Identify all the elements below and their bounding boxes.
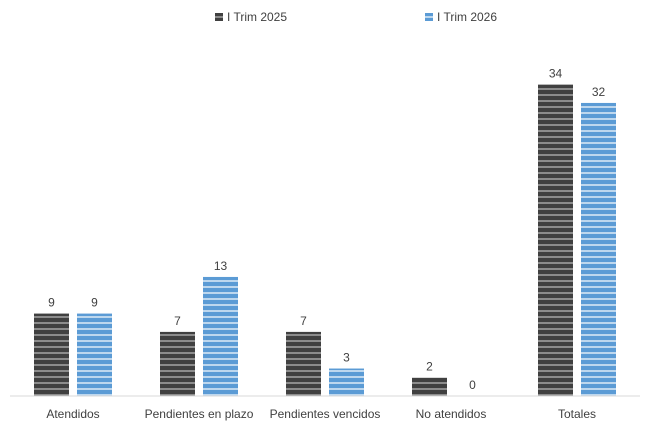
bar-1-4 bbox=[581, 102, 616, 397]
category-label-2: Pendientes vencidos bbox=[270, 407, 381, 421]
legend-label-1: I Trim 2026 bbox=[437, 10, 497, 24]
bar-1-2 bbox=[329, 368, 364, 396]
bar-1-0 bbox=[77, 313, 112, 396]
category-label-4: Totales bbox=[558, 407, 596, 421]
legend-swatch-1 bbox=[425, 13, 433, 21]
legend-label-0: I Trim 2025 bbox=[227, 10, 287, 24]
bar-0-0 bbox=[34, 313, 69, 396]
data-label-0-2: 7 bbox=[300, 314, 307, 328]
bar-1-1 bbox=[203, 276, 238, 396]
bar-0-2 bbox=[286, 331, 321, 396]
data-label-1-4: 32 bbox=[592, 85, 606, 99]
data-label-0-1: 7 bbox=[174, 314, 181, 328]
legend-swatch-0 bbox=[215, 13, 223, 21]
bar-0-4 bbox=[538, 84, 573, 396]
bar-0-1 bbox=[160, 331, 195, 396]
data-label-0-0: 9 bbox=[48, 296, 55, 310]
data-label-0-3: 2 bbox=[426, 360, 433, 374]
bar-0-3 bbox=[412, 377, 447, 396]
data-label-1-1: 13 bbox=[214, 259, 228, 273]
data-label-1-3: 0 bbox=[469, 378, 476, 392]
data-label-1-2: 3 bbox=[343, 351, 350, 365]
data-label-1-0: 9 bbox=[91, 296, 98, 310]
category-label-0: Atendidos bbox=[46, 407, 99, 421]
data-label-0-4: 34 bbox=[549, 67, 563, 81]
legend: I Trim 2025 I Trim 2026 bbox=[215, 10, 497, 24]
category-label-1: Pendientes en plazo bbox=[145, 407, 254, 421]
category-label-3: No atendidos bbox=[416, 407, 487, 421]
